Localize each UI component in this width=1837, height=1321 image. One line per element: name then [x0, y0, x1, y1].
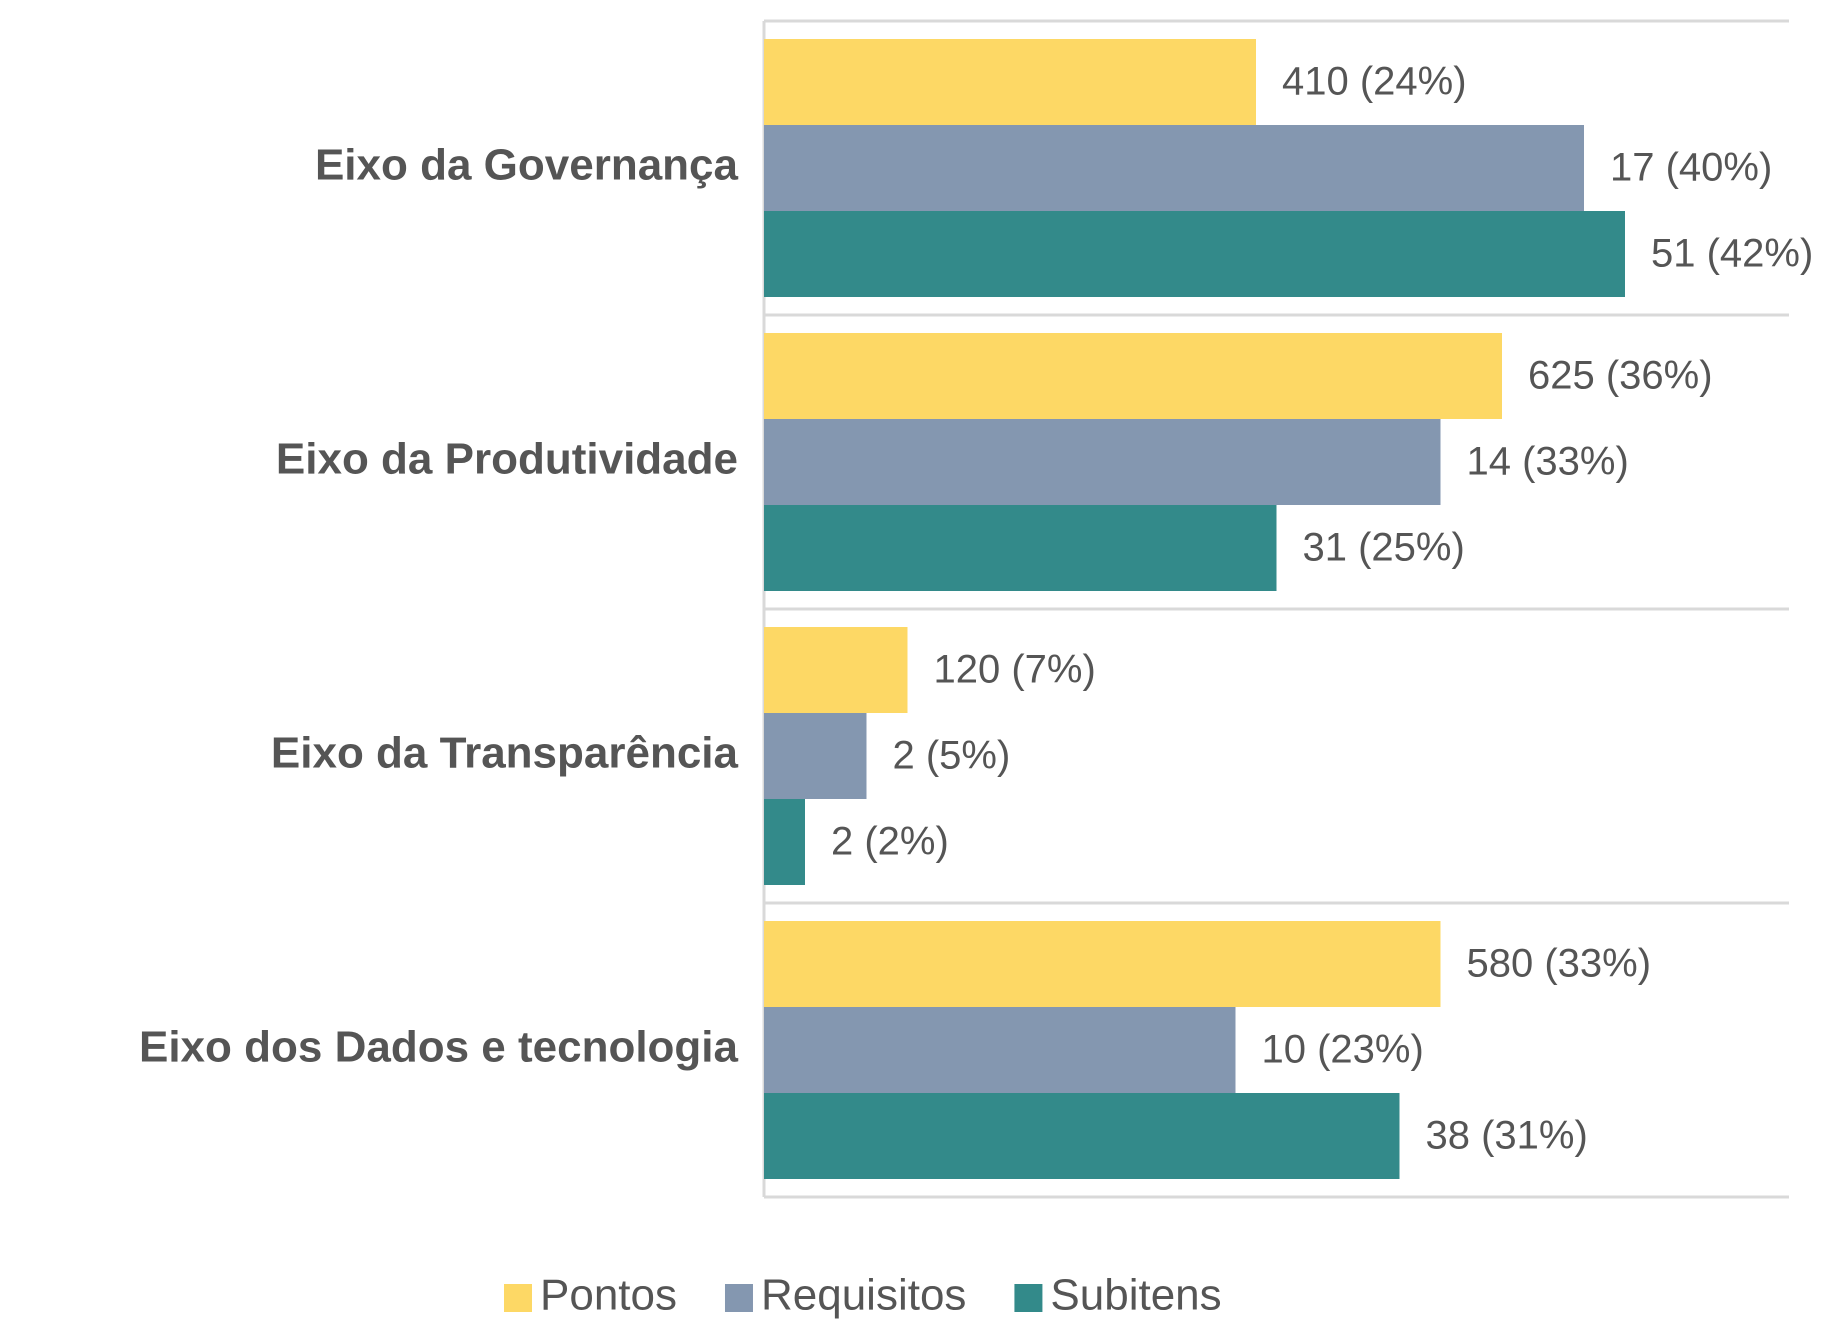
bar — [764, 125, 1584, 211]
value-label: 625 (36%) — [1528, 354, 1713, 398]
value-label: 2 (5%) — [893, 734, 1011, 778]
bar — [764, 921, 1441, 1007]
category-label: Eixo da Produtividade — [276, 435, 738, 484]
value-label: 120 (7%) — [934, 648, 1096, 692]
legend-label: Pontos — [540, 1271, 677, 1320]
bar — [764, 333, 1502, 419]
legend-label: Subitens — [1050, 1271, 1221, 1320]
legend-swatch — [724, 1284, 753, 1312]
bar — [764, 419, 1441, 505]
bar — [764, 1093, 1400, 1179]
value-label: 14 (33%) — [1467, 440, 1629, 484]
value-label: 10 (23%) — [1262, 1028, 1424, 1072]
value-label: 51 (42%) — [1651, 232, 1813, 276]
category-label: Eixo da Governança — [315, 141, 739, 190]
value-label: 31 (25%) — [1303, 526, 1465, 570]
bar — [764, 211, 1625, 297]
legend-label: Requisitos — [761, 1271, 966, 1320]
value-label: 410 (24%) — [1282, 60, 1467, 104]
bar — [764, 799, 805, 885]
category-label: Eixo da Transparência — [271, 729, 739, 778]
bar — [764, 505, 1277, 591]
value-label: 38 (31%) — [1426, 1114, 1588, 1158]
bar — [764, 627, 908, 713]
bar — [764, 713, 867, 799]
bar — [764, 1007, 1236, 1093]
legend-swatch — [504, 1284, 532, 1312]
value-label: 17 (40%) — [1610, 146, 1772, 190]
legend-swatch — [1014, 1284, 1043, 1312]
bar — [764, 39, 1256, 125]
value-label: 2 (2%) — [831, 820, 949, 864]
category-label: Eixo dos Dados e tecnologia — [139, 1023, 739, 1072]
value-label: 580 (33%) — [1467, 942, 1652, 986]
